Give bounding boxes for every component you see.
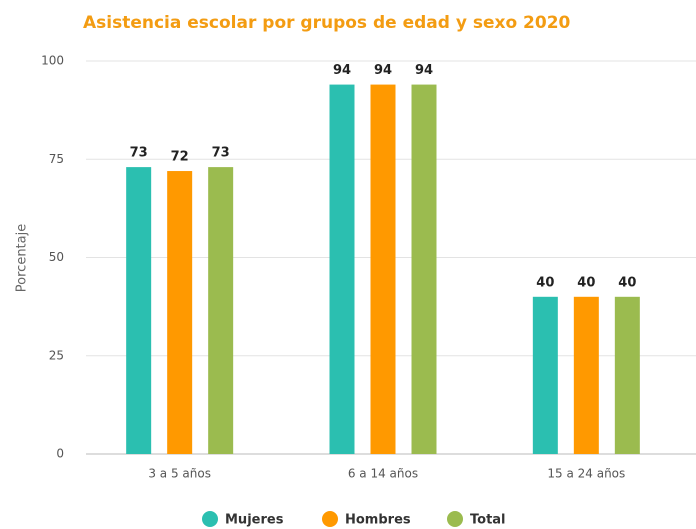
bar xyxy=(208,167,234,455)
bar xyxy=(167,171,193,455)
bar xyxy=(532,296,558,454)
value-label: 94 xyxy=(415,63,433,78)
y-tick-label: 50 xyxy=(49,250,64,264)
y-tick-label: 0 xyxy=(56,447,64,461)
y-tick-label: 75 xyxy=(49,152,64,166)
bar xyxy=(370,84,396,454)
x-tick-label: 6 a 14 años xyxy=(348,467,418,481)
bar xyxy=(573,296,599,454)
legend-label: Total xyxy=(470,513,506,528)
y-axis-label: Porcentaje xyxy=(15,224,30,292)
chart-title: Asistencia escolar por grupos de edad y … xyxy=(83,13,571,33)
legend-label: Mujeres xyxy=(225,513,284,528)
legend-marker xyxy=(322,511,338,527)
value-label: 40 xyxy=(577,275,595,290)
bar xyxy=(411,84,437,454)
x-tick-label: 15 a 24 años xyxy=(547,467,625,481)
value-label: 94 xyxy=(374,63,392,78)
value-label: 40 xyxy=(618,275,636,290)
legend-label: Hombres xyxy=(345,513,411,528)
y-tick-label: 100 xyxy=(41,54,64,68)
value-label: 73 xyxy=(212,146,230,161)
legend-marker xyxy=(202,511,218,527)
value-label: 94 xyxy=(333,63,351,78)
value-label: 72 xyxy=(171,150,189,165)
value-label: 40 xyxy=(536,275,554,290)
bar xyxy=(329,84,355,454)
bar xyxy=(126,167,152,455)
legend-marker xyxy=(447,511,463,527)
x-tick-label: 3 a 5 años xyxy=(148,467,211,481)
bar xyxy=(614,296,640,454)
value-label: 73 xyxy=(130,146,148,161)
y-tick-label: 25 xyxy=(49,348,64,362)
